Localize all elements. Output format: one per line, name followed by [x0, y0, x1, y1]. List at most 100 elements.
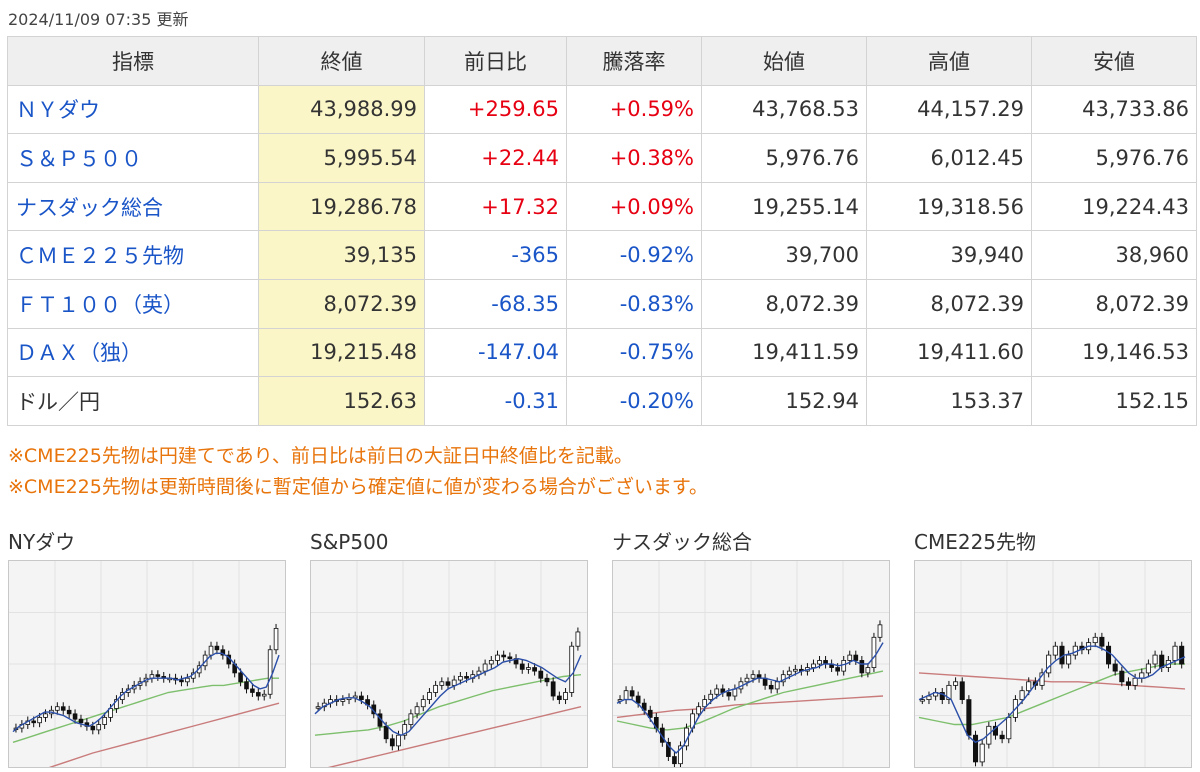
candle-body	[556, 695, 562, 700]
candle-body	[811, 663, 816, 668]
candle-body	[780, 674, 786, 683]
candle-body	[563, 692, 568, 700]
candle-body	[635, 695, 641, 704]
table-row: ドル／円 152.63 -0.31 -0.20% 152.94 153.37 1…	[7, 376, 1197, 426]
candle-body	[482, 663, 488, 672]
ma-short-line	[12, 652, 280, 733]
candle-body	[445, 681, 451, 686]
candle-body	[383, 725, 389, 740]
ma-long-line	[327, 706, 582, 767]
candle-body	[575, 631, 581, 647]
chart-title: S&P500	[310, 530, 389, 554]
notes: ※CME225先物は円建てであり、前日比は前日の大証日中終値比を記載。 ※CME…	[8, 441, 708, 503]
candle-body	[1152, 654, 1158, 665]
update-timestamp: 2024/11/09 07:35 更新	[8, 10, 189, 29]
table-row: ナスダック総合 19,286.78 +17.32 +0.09% 19,255.1…	[7, 181, 1197, 232]
candle-body	[1132, 677, 1138, 686]
candle-body	[1066, 654, 1072, 665]
candle-body	[1179, 645, 1185, 665]
index-link-dax[interactable]: ＤＡＸ（独）	[16, 341, 142, 366]
mini-chart[interactable]	[612, 560, 890, 768]
candle-body	[786, 670, 792, 676]
candle-body	[102, 716, 107, 725]
candle-body	[1099, 636, 1105, 647]
candle-body	[31, 720, 36, 724]
candle-body	[972, 734, 979, 763]
low-value: 19,146.53	[1031, 327, 1197, 378]
ma-short-line	[918, 645, 1186, 744]
candle-body	[877, 624, 883, 638]
rate-value: +0.38%	[566, 133, 702, 183]
candle-body	[678, 745, 683, 765]
candle-body	[726, 692, 732, 697]
candle-body	[389, 738, 395, 747]
candle-body	[544, 677, 550, 683]
candle-body	[464, 676, 469, 679]
index-link-nydow[interactable]: ＮＹダウ	[16, 98, 100, 123]
candle-body	[78, 718, 84, 724]
candle-body	[1172, 645, 1178, 661]
candle-body	[708, 693, 714, 700]
candle-body	[672, 756, 677, 765]
candle-body	[859, 660, 865, 674]
candle-body	[315, 706, 321, 709]
candle-body	[919, 699, 925, 702]
candle-body	[1159, 654, 1165, 668]
candle-body	[1019, 690, 1025, 700]
close-value: 39,135	[258, 230, 425, 280]
chart-svg	[613, 561, 889, 767]
table-row: ＦＴ１００（英） 8,072.39 -68.35 -0.83% 8,072.39…	[7, 278, 1197, 329]
open-value: 8,072.39	[701, 278, 867, 329]
candle-body	[43, 713, 48, 718]
candle-body	[966, 699, 972, 736]
low-value: 8,072.39	[1031, 278, 1197, 329]
candle-body	[261, 693, 267, 697]
candle-body	[666, 741, 671, 757]
candle-body	[60, 706, 66, 711]
candle-body	[220, 649, 226, 656]
candle-body	[238, 672, 243, 683]
close-value: 43,988.99	[258, 84, 425, 135]
mini-chart[interactable]	[8, 560, 286, 768]
candle-body	[696, 706, 701, 715]
mini-chart[interactable]	[310, 560, 588, 768]
chart-panel-nydow: NYダウ	[8, 528, 286, 768]
candle-body	[420, 699, 426, 708]
row-name-cell: ナスダック総合	[7, 181, 259, 232]
high-value: 39,940	[866, 230, 1032, 280]
candle-body	[926, 695, 932, 700]
candle-body	[457, 676, 463, 681]
candle-body	[244, 681, 249, 690]
row-name-cell: ＤＡＸ（独）	[7, 327, 259, 378]
high-value: 44,157.29	[866, 84, 1032, 135]
candle-body	[1026, 681, 1032, 692]
rate-value: +0.59%	[566, 84, 702, 135]
index-link-ft100[interactable]: ＦＴ１００（英）	[16, 292, 184, 317]
high-value: 19,411.60	[866, 327, 1032, 378]
candle-body	[1006, 716, 1012, 740]
candle-body	[439, 681, 445, 686]
candle-body	[451, 679, 457, 686]
ma-long-line	[48, 702, 280, 767]
close-value: 19,286.78	[258, 181, 425, 232]
table-row: Ｓ＆Ｐ５００ 5,995.54 +22.44 +0.38% 5,976.76 6…	[7, 133, 1197, 183]
candle-body	[946, 684, 952, 701]
row-name-cell: ＣＭＥ２２５先物	[7, 230, 259, 280]
candle-body	[847, 654, 853, 661]
chart-panel-nasdaq: ナスダック総合	[612, 528, 890, 768]
candle-body	[550, 681, 556, 697]
candle-body	[273, 628, 279, 651]
candle-body	[1105, 645, 1112, 665]
low-value: 38,960	[1031, 230, 1197, 280]
mini-chart[interactable]	[914, 560, 1192, 768]
ma-short-line	[314, 654, 582, 736]
index-link-cme225[interactable]: ＣＭＥ２２５先物	[16, 244, 184, 269]
change-value: +22.44	[424, 133, 567, 183]
candle-body	[1119, 670, 1125, 683]
close-value: 5,995.54	[258, 133, 425, 183]
chart-title: CME225先物	[914, 530, 1037, 554]
index-link-nasdaq[interactable]: ナスダック総合	[16, 195, 163, 220]
candle-body	[359, 695, 364, 700]
index-link-sp500[interactable]: Ｓ＆Ｐ５００	[16, 146, 142, 171]
market-index-table: 指標 終値 前日比 騰落率 始値 高値 安値 ＮＹダウ 43,988.99 +2…	[7, 36, 1197, 426]
